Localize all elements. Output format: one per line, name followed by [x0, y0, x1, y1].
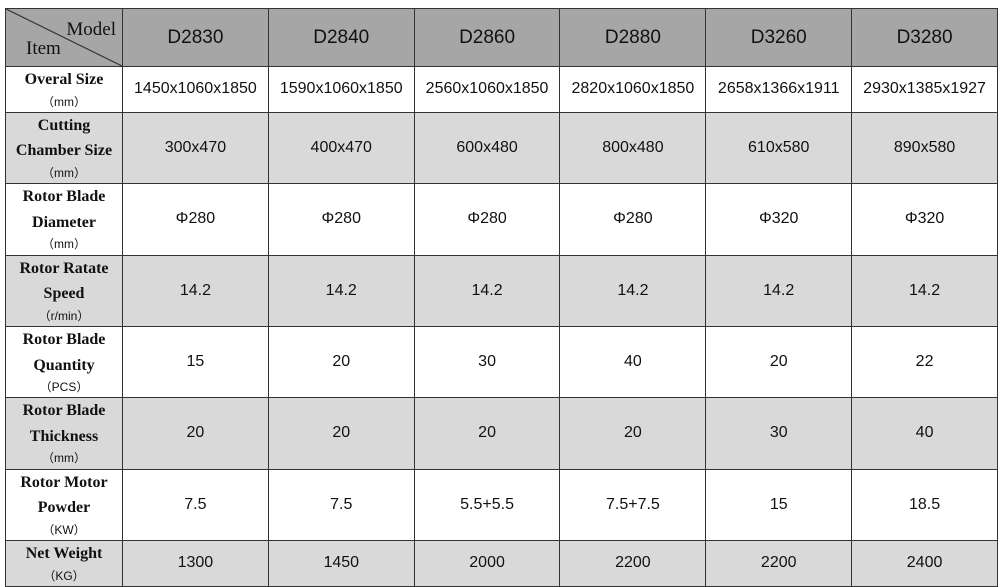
- table-cell: Φ320: [851, 183, 998, 256]
- table-row: Rotor Blade Quantity （PCS） 15 20 30 40 20 22: [5, 325, 998, 399]
- corner-cell: Model Item: [5, 8, 123, 67]
- row-label: Rotor Motor Powder （KW）: [5, 468, 123, 542]
- row-label-text: Rotor Blade Thickness: [22, 402, 106, 445]
- table-cell: 30: [413, 325, 561, 399]
- table-cell: 40: [559, 325, 707, 399]
- model-header: D2860: [413, 8, 561, 67]
- table-cell: 2560x1060x1850: [413, 66, 561, 113]
- table-cell: 20: [705, 325, 853, 399]
- table-cell: 1300: [122, 540, 269, 587]
- table-cell: 300x470: [122, 111, 269, 185]
- table-row: Overal Size （mm） 1450x1060x1850 1590x1060x1…: [5, 66, 998, 113]
- table-cell: 7.5: [122, 468, 269, 542]
- table-cell: 2200: [705, 540, 853, 587]
- table-cell: Φ280: [413, 183, 561, 256]
- row-label: Net Weight （KG）: [5, 540, 123, 587]
- table-cell: Φ280: [559, 183, 707, 256]
- table-cell: 20: [413, 397, 561, 470]
- model-header: D3260: [705, 8, 853, 67]
- table-cell: 15: [122, 325, 269, 399]
- table-cell: 2200: [559, 540, 707, 587]
- table-cell: 1450x1060x1850: [122, 66, 269, 113]
- table-cell: 890x580: [851, 111, 998, 185]
- row-unit: （r/min）: [38, 308, 90, 323]
- row-label-text: Rotor Motor Powder: [20, 473, 108, 517]
- table-row: Cutting Chamber Size （mm） 300x470 400x470 60…: [5, 111, 998, 185]
- table-row: Net Weight （KG） 1300 1450 2000 2200 2200 2400: [5, 540, 998, 587]
- row-label-text: Rotor Blade Diameter: [22, 188, 106, 231]
- model-header: D2830: [122, 8, 269, 67]
- table-cell: 20: [559, 397, 707, 470]
- row-unit: （mm）: [42, 237, 86, 252]
- table-cell: 15: [705, 468, 853, 542]
- table-cell: 20: [267, 325, 415, 399]
- table-cell: 400x470: [267, 111, 415, 185]
- table-cell: 7.5+7.5: [559, 468, 707, 542]
- row-label: Rotor Ratate Speed （r/min）: [5, 254, 123, 327]
- row-unit: （mm）: [42, 94, 86, 109]
- table-cell: 2400: [851, 540, 998, 587]
- table-row: Rotor Motor Powder （KW） 7.5 7.5 5.5+5.5 7.5+7…: [5, 468, 998, 542]
- table-cell: 40: [851, 397, 998, 470]
- model-header: D2840: [267, 8, 415, 67]
- model-label: Model: [66, 19, 116, 40]
- item-label: Item: [26, 38, 61, 59]
- table-cell: Φ320: [705, 183, 853, 256]
- row-label-text: Net Weight: [25, 545, 103, 563]
- spec-table: Model Item D2830 D2840 D2860 D2880 D3260…: [5, 8, 998, 587]
- table-cell: 5.5+5.5: [413, 468, 561, 542]
- row-label-text: Cutting Chamber Size: [15, 116, 113, 160]
- table-cell: 14.2: [559, 254, 707, 327]
- table-cell: 610x580: [705, 111, 853, 185]
- row-unit: （KG）: [43, 568, 85, 583]
- row-label-text: Rotor Ratate Speed: [19, 259, 109, 303]
- diagonal-divider: [6, 9, 122, 66]
- table-row: Rotor Blade Diameter （mm） Φ280 Φ280 Φ280 Φ280…: [5, 183, 998, 256]
- row-label-text: Overal Size: [24, 71, 104, 88]
- row-label: Rotor Blade Diameter （mm）: [5, 183, 123, 256]
- table-cell: 30: [705, 397, 853, 470]
- row-label: Rotor Blade Thickness （mm）: [5, 397, 123, 470]
- table-cell: 800x480: [559, 111, 707, 185]
- row-label: Cutting Chamber Size （mm）: [5, 111, 123, 185]
- row-unit: （mm）: [42, 165, 86, 180]
- row-label: Rotor Blade Quantity （PCS）: [5, 325, 123, 399]
- table-cell: 14.2: [122, 254, 269, 327]
- model-header: D2880: [559, 8, 707, 67]
- table-cell: 14.2: [851, 254, 998, 327]
- table-cell: 2820x1060x1850: [559, 66, 707, 113]
- row-unit: （mm）: [42, 451, 86, 466]
- table-cell: 18.5: [851, 468, 998, 542]
- table-cell: 22: [851, 325, 998, 399]
- table-cell: 2000: [413, 540, 561, 587]
- table-row: Rotor Ratate Speed （r/min） 14.2 14.2 14.2 14.…: [5, 254, 998, 327]
- table-cell: 1590x1060x1850: [267, 66, 415, 113]
- table-cell: Φ280: [122, 183, 269, 256]
- table-cell: 2658x1366x1911: [705, 66, 853, 113]
- table-cell: 7.5: [267, 468, 415, 542]
- table-cell: Φ280: [267, 183, 415, 256]
- table-cell: 1450: [267, 540, 415, 587]
- table-cell: 14.2: [267, 254, 415, 327]
- row-label-text: Rotor Blade Quantity: [22, 330, 106, 374]
- table-cell: 20: [122, 397, 269, 470]
- row-unit: （KW）: [42, 522, 86, 537]
- table-cell: 2930x1385x1927: [851, 66, 998, 113]
- table-cell: 20: [267, 397, 415, 470]
- table-row: Rotor Blade Thickness （mm） 20 20 20 20 30 40: [5, 397, 998, 470]
- table-cell: 14.2: [705, 254, 853, 327]
- table-cell: 14.2: [413, 254, 561, 327]
- model-header: D3280: [851, 8, 998, 67]
- row-label: Overal Size （mm）: [5, 66, 123, 113]
- header-row: Model Item D2830 D2840 D2860 D2880 D3260…: [5, 8, 998, 67]
- row-unit: （PCS）: [39, 380, 89, 395]
- table-cell: 600x480: [413, 111, 561, 185]
